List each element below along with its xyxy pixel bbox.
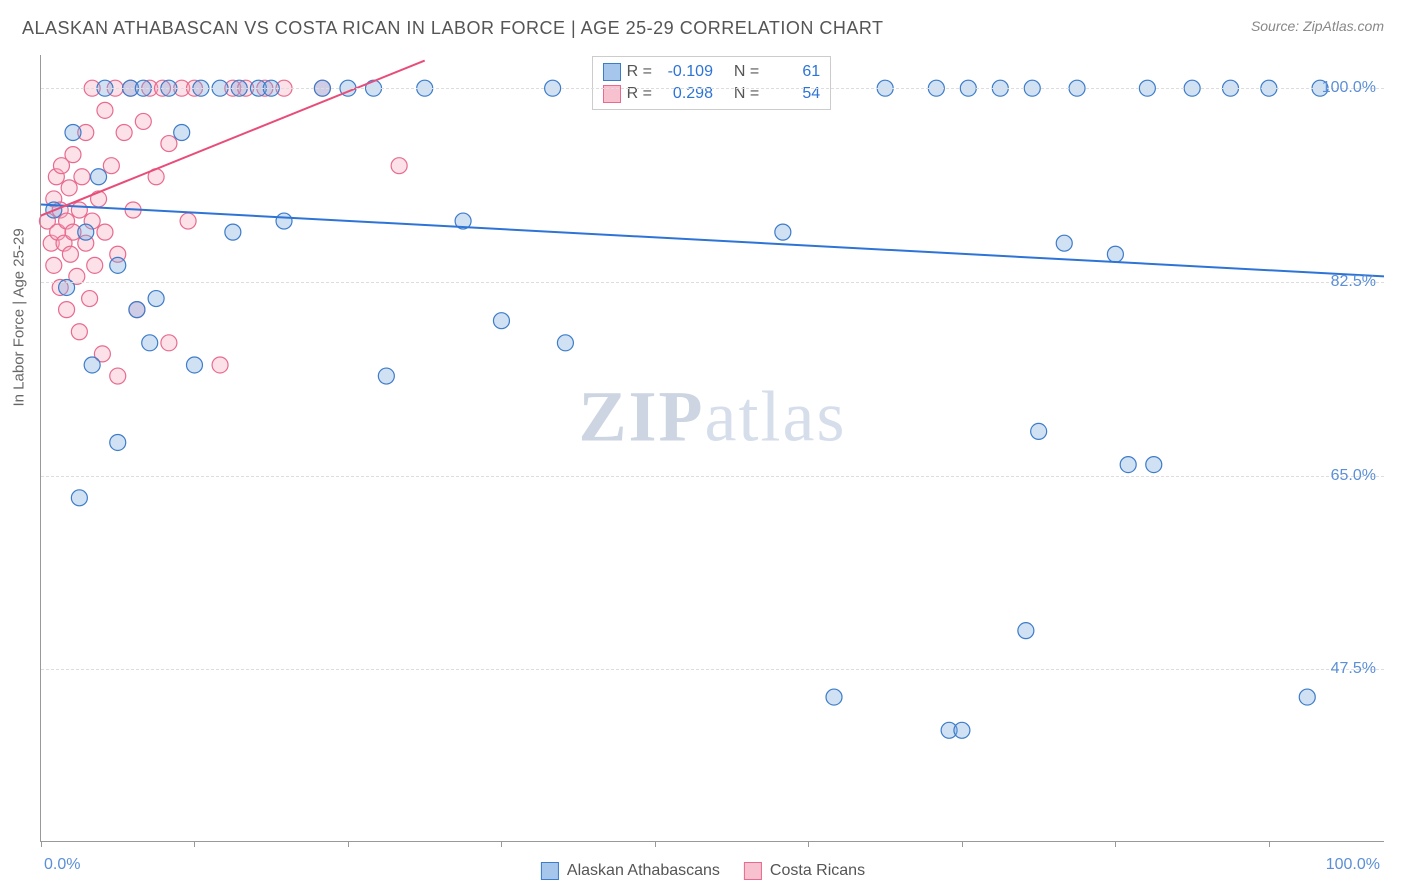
stats-row-blue: R = -0.109 N = 61 [603, 61, 821, 83]
bottom-legend: Alaskan Athabascans Costa Ricans [541, 862, 865, 880]
legend-label-blue: Alaskan Athabascans [567, 862, 720, 880]
chart-plot-area: In Labor Force | Age 25-29 R = -0.109 N … [40, 55, 1384, 842]
stats-row-pink: R = 0.298 N = 54 [603, 83, 821, 105]
r-label: R = [627, 63, 652, 81]
n-label: N = [734, 63, 759, 81]
series-swatch-blue [603, 63, 621, 81]
y-tick-label: 65.0% [1331, 467, 1376, 485]
scatter-plot-svg [41, 55, 1384, 841]
legend-swatch-blue [541, 862, 559, 880]
legend-swatch-pink [744, 862, 762, 880]
y-tick-label: 47.5% [1331, 660, 1376, 678]
y-axis-title: In Labor Force | Age 25-29 [11, 228, 28, 406]
r-value-blue: -0.109 [658, 63, 713, 81]
source-label: Source: ZipAtlas.com [1251, 18, 1384, 34]
legend-item-pink: Costa Ricans [744, 862, 865, 880]
x-axis-max-label: 100.0% [1326, 856, 1380, 874]
correlation-stats-box: R = -0.109 N = 61 R = 0.298 N = 54 [592, 56, 832, 110]
y-tick-label: 82.5% [1331, 273, 1376, 291]
legend-item-blue: Alaskan Athabascans [541, 862, 720, 880]
n-value-blue: 61 [765, 63, 820, 81]
chart-title: ALASKAN ATHABASCAN VS COSTA RICAN IN LAB… [22, 18, 884, 39]
legend-label-pink: Costa Ricans [770, 862, 865, 880]
y-tick-label: 100.0% [1322, 79, 1376, 97]
x-axis-min-label: 0.0% [44, 856, 80, 874]
